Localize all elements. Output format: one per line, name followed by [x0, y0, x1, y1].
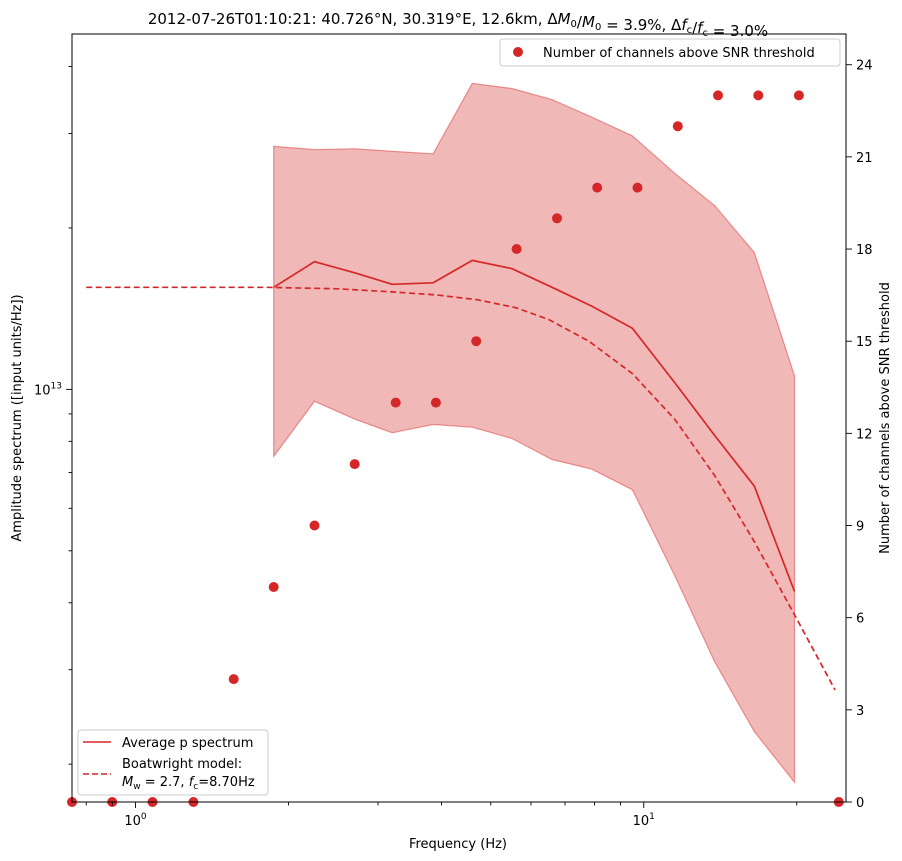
chart-title: 2012-07-26T01:10:21: 40.726°N, 30.319°E,… [148, 10, 768, 40]
channel-count-point [228, 674, 239, 685]
y-axis-left-label: Amplitude spectrum ([input units/Hz]) [10, 294, 25, 541]
y-right-tick-label: 24 [856, 59, 873, 74]
channel-count-point [309, 520, 320, 531]
channel-count-point [672, 121, 683, 132]
legend-average-label: Average p spectrum [122, 736, 253, 751]
channel-count-point [592, 182, 603, 193]
x-axis: 100 101 [85, 802, 798, 829]
y-axis-right-label: Number of channels above SNR threshold [878, 282, 893, 554]
channel-count-point [713, 90, 723, 101]
y-right-tick-label: 9 [856, 520, 864, 535]
legend-upper: Number of channels above SNR threshold [499, 38, 841, 67]
average-spectrum-line [273, 259, 796, 592]
y-left-tick-label: 1013 [34, 381, 62, 398]
x-axis-label: Frequency (Hz) [409, 837, 507, 852]
legend-scatter-marker [513, 47, 523, 57]
legend-scatter-label: Number of channels above SNR threshold [543, 46, 815, 61]
line-layer [86, 259, 836, 691]
y-right-tick-label: 15 [856, 335, 873, 350]
channel-count-point [793, 90, 804, 101]
channel-count-point [632, 182, 643, 193]
y-right-tick-label: 3 [856, 704, 864, 719]
legend-lower: Average p spectrum Boatwright model: Mw … [77, 729, 269, 796]
spread-band [273, 82, 796, 785]
y-right-tick-label: 21 [856, 151, 873, 166]
y-right-tick-label: 18 [856, 243, 873, 258]
y-right-tick-label: 0 [856, 796, 864, 811]
channel-count-point [471, 336, 482, 347]
y-right-tick-label: 12 [856, 427, 873, 442]
channel-count-point [349, 459, 360, 470]
channel-count-point [430, 397, 441, 408]
channel-count-point [511, 244, 522, 254]
legend-upper-box [499, 38, 841, 67]
channel-count-point [390, 397, 401, 408]
y-axis-right: 0 3 6 9 12 15 18 21 24 [846, 59, 873, 811]
x-tick-label: 101 [633, 812, 655, 829]
spread-band-layer [273, 82, 796, 785]
boatwright-model-line [86, 286, 836, 691]
y-axis-left: 1013 [34, 66, 72, 765]
y-right-tick-label: 6 [856, 612, 864, 627]
channel-count-point [552, 213, 562, 224]
legend-model-label: Boatwright model: [122, 757, 242, 772]
channel-count-point [753, 90, 764, 101]
legend-lower-box [77, 729, 269, 796]
channel-count-point [268, 582, 279, 592]
x-tick-label: 100 [124, 812, 147, 829]
plot-frame [71, 33, 847, 803]
legend-model-label-line2: Mw = 2.7, fc=8.70Hz [122, 775, 255, 792]
